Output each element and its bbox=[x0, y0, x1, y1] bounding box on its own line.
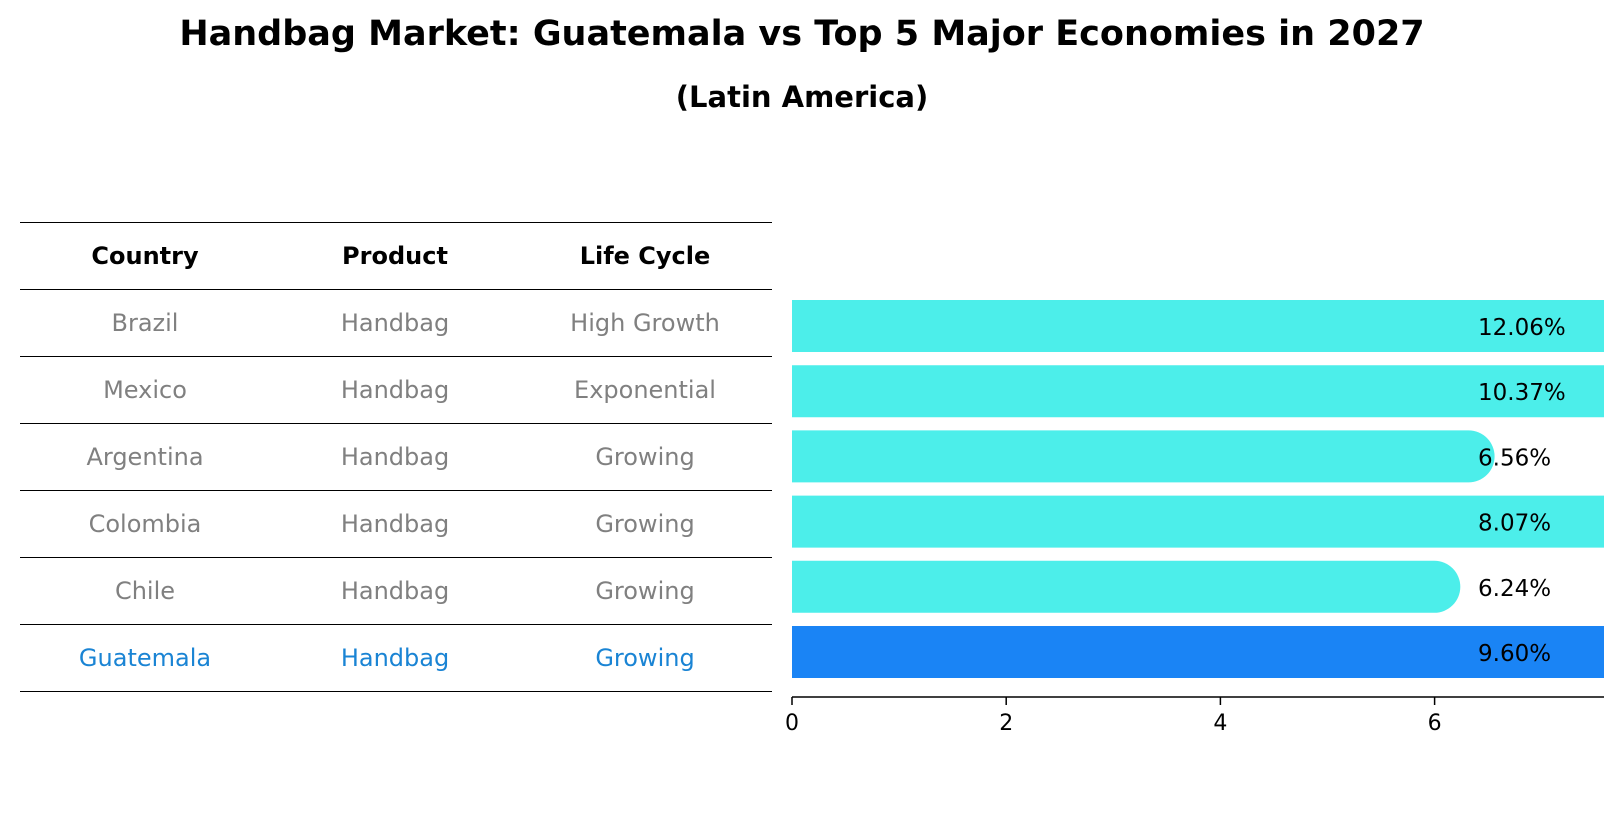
x-tick-label: 6 bbox=[1428, 711, 1442, 736]
x-tick-label: 4 bbox=[1213, 711, 1227, 736]
cell-life-cycle: Growing bbox=[595, 510, 695, 538]
bar-value-label: 6.56% bbox=[1478, 445, 1551, 471]
cell-product: Handbag bbox=[340, 309, 450, 337]
cell-life-cycle: Growing bbox=[595, 644, 695, 672]
table-header-row: Country Product Life Cycle bbox=[20, 222, 772, 289]
cell-life-cycle: Exponential bbox=[574, 376, 716, 404]
bar-value-label: 6.24% bbox=[1478, 576, 1551, 602]
cell-country: Colombia bbox=[88, 510, 202, 538]
bar-chile bbox=[792, 560, 1461, 613]
cell-country: Brazil bbox=[111, 309, 179, 337]
cell-country: Mexico bbox=[103, 376, 187, 404]
cell-life-cycle: Growing bbox=[595, 443, 695, 471]
table-row: Chile Handbag Growing bbox=[20, 557, 772, 624]
chart-subtitle: (Latin America) bbox=[675, 80, 929, 114]
bar-mexico bbox=[792, 365, 1604, 418]
cell-country: Argentina bbox=[86, 443, 204, 471]
table-row: Argentina Handbag Growing bbox=[20, 423, 772, 490]
cell-country: Chile bbox=[114, 577, 176, 605]
x-tick-label: 0 bbox=[785, 711, 799, 736]
bar-guatemala bbox=[792, 626, 1604, 678]
header-life-cycle: Life Cycle bbox=[579, 242, 711, 270]
table-row: Mexico Handbag Exponential bbox=[20, 356, 772, 423]
table-row-highlighted: Guatemala Handbag Growing bbox=[20, 624, 772, 692]
cell-product: Handbag bbox=[340, 510, 450, 538]
bar-value-label: 8.07% bbox=[1478, 511, 1551, 537]
bar-value-label: 12.06% bbox=[1478, 315, 1566, 341]
cell-product: Handbag bbox=[340, 376, 450, 404]
bar-value-label: 10.37% bbox=[1478, 380, 1566, 406]
cell-life-cycle: High Growth bbox=[570, 309, 720, 337]
bar-argentina bbox=[792, 430, 1495, 483]
bar-brazil bbox=[792, 300, 1604, 352]
cell-product: Handbag bbox=[340, 644, 450, 672]
cell-country: Guatemala bbox=[78, 644, 212, 672]
country-table: Country Product Life Cycle Brazil Handba… bbox=[20, 222, 772, 692]
chart-title: Handbag Market: Guatemala vs Top 5 Major… bbox=[179, 14, 1425, 54]
cell-product: Handbag bbox=[340, 443, 450, 471]
bar-value-label: 9.60% bbox=[1478, 641, 1551, 667]
header-country: Country bbox=[91, 242, 199, 270]
table-row: Colombia Handbag Growing bbox=[20, 490, 772, 557]
cell-product: Handbag bbox=[340, 577, 450, 605]
bar-colombia bbox=[792, 495, 1604, 548]
header-product: Product bbox=[342, 242, 448, 270]
cell-life-cycle: Growing bbox=[595, 577, 695, 605]
x-tick-label: 2 bbox=[999, 711, 1013, 736]
table-row: Brazil Handbag High Growth bbox=[20, 289, 772, 356]
